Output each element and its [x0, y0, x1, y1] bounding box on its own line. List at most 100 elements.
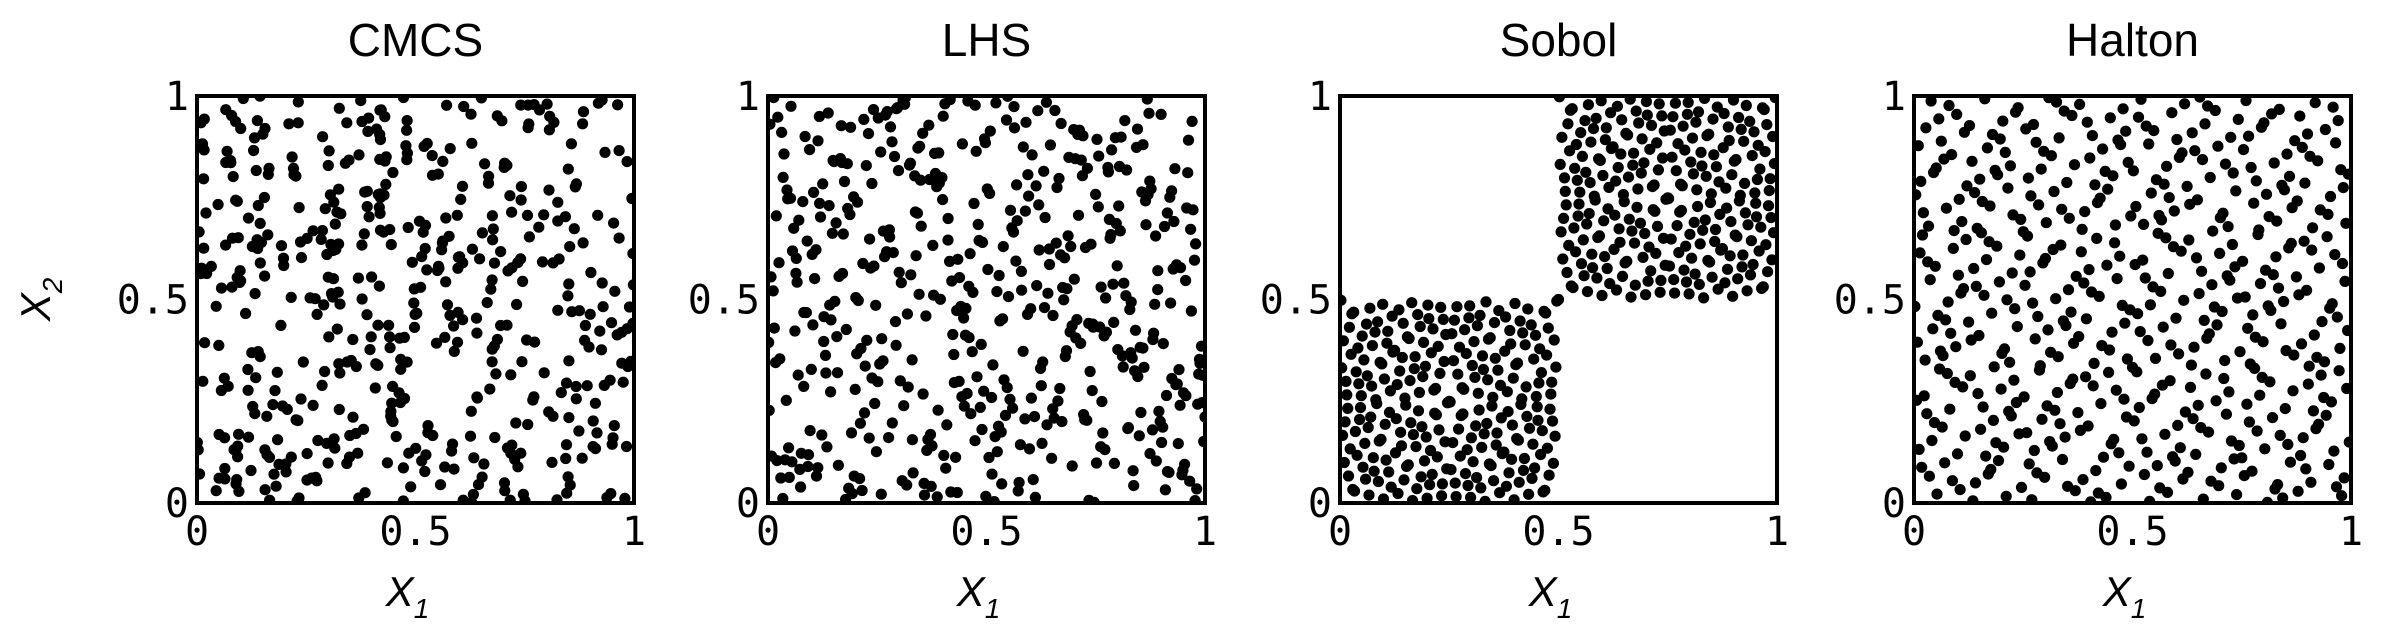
data-point — [2257, 336, 2269, 348]
data-point — [2103, 344, 2116, 356]
data-point — [1453, 423, 1465, 435]
data-point — [474, 253, 486, 265]
data-point — [231, 195, 243, 207]
x-tick-label: 1 — [1765, 509, 1789, 555]
data-point — [1924, 274, 1936, 286]
data-point — [888, 150, 901, 163]
data-point — [810, 244, 822, 256]
data-point — [1354, 413, 1366, 426]
data-point — [2155, 285, 2167, 297]
data-point — [1559, 185, 1571, 197]
data-point — [1597, 169, 1609, 182]
data-point — [911, 207, 924, 219]
data-point — [1655, 274, 1667, 286]
data-point — [1571, 174, 1583, 186]
data-point — [1564, 145, 1576, 157]
y-axis-label: X2 — [12, 277, 68, 322]
data-point — [2301, 128, 2314, 140]
data-point — [1150, 230, 1162, 242]
data-point — [1550, 361, 1562, 373]
x-axis-label: X1 — [2102, 568, 2147, 624]
data-point — [999, 409, 1012, 421]
data-point — [1488, 317, 1501, 329]
data-point — [1997, 115, 2009, 127]
data-point — [1419, 360, 1431, 372]
data-point — [2247, 309, 2259, 321]
data-point — [522, 418, 534, 431]
data-point — [1988, 361, 2000, 373]
data-point — [1522, 303, 1534, 315]
data-point — [2313, 262, 2325, 274]
data-point — [1732, 273, 1744, 285]
data-point — [2199, 118, 2211, 130]
data-point — [1452, 368, 1464, 380]
data-point — [2196, 265, 2208, 277]
data-point — [783, 442, 795, 454]
data-point — [275, 319, 287, 331]
data-point — [1928, 166, 1940, 179]
data-point — [812, 462, 824, 474]
data-point — [565, 138, 578, 150]
data-point — [2115, 478, 2127, 490]
data-point — [1948, 225, 1960, 237]
data-point — [1133, 430, 1145, 442]
data-point — [1038, 302, 1051, 314]
data-point — [1004, 393, 1016, 405]
data-point — [608, 420, 620, 432]
data-point — [2173, 151, 2185, 163]
data-point — [1454, 450, 1466, 462]
data-point — [1644, 143, 1656, 155]
data-point — [917, 388, 929, 400]
data-point — [1019, 205, 1031, 217]
data-point — [318, 299, 330, 311]
data-point — [312, 434, 324, 447]
data-point — [2006, 267, 2018, 279]
data-point — [1188, 254, 1201, 266]
data-point — [1711, 101, 1723, 113]
data-point — [1728, 155, 1740, 167]
data-point — [1685, 156, 1697, 168]
x-axis-label: X1 — [956, 568, 1001, 624]
data-point — [1025, 392, 1037, 404]
data-point — [1943, 99, 1955, 112]
data-point — [1023, 190, 1035, 202]
data-point — [1714, 208, 1726, 220]
data-point — [316, 379, 328, 391]
data-point — [1155, 108, 1167, 120]
data-point — [1077, 130, 1089, 142]
data-point — [1998, 441, 2010, 453]
data-point — [1016, 284, 1028, 296]
data-point — [352, 447, 364, 459]
data-point — [904, 157, 917, 169]
data-point — [2324, 302, 2336, 314]
data-point — [1538, 305, 1550, 317]
data-point — [1916, 229, 1929, 241]
data-point — [1636, 133, 1648, 145]
data-point — [2234, 346, 2246, 358]
data-point — [1356, 330, 1368, 342]
data-point — [1735, 123, 1747, 135]
data-point — [2029, 333, 2041, 345]
data-point — [1085, 238, 1097, 250]
x-tick-label: 1 — [2339, 509, 2363, 555]
data-point — [1156, 436, 1168, 449]
data-point — [579, 319, 592, 332]
data-point — [1618, 196, 1630, 208]
data-point — [1701, 130, 1713, 142]
data-point — [199, 337, 211, 349]
data-point — [1420, 431, 1432, 443]
data-point — [285, 291, 297, 303]
data-point — [1465, 432, 1477, 444]
data-point — [1459, 324, 1471, 336]
data-point — [1762, 266, 1774, 278]
data-point — [830, 217, 842, 229]
data-point — [1165, 297, 1177, 309]
data-point — [1465, 491, 1477, 503]
data-point — [1007, 226, 1020, 238]
data-point — [622, 360, 634, 373]
data-point — [1978, 289, 1990, 301]
data-point — [1473, 404, 1485, 416]
data-point — [2072, 407, 2084, 419]
data-point — [2267, 269, 2279, 281]
data-point — [1619, 257, 1631, 269]
